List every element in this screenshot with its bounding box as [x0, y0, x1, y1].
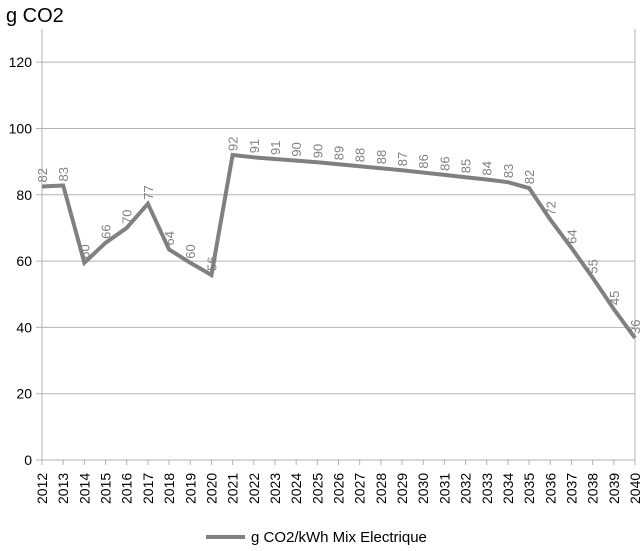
x-tick-label: 2024: [288, 473, 304, 504]
x-tick-label: 2038: [585, 473, 601, 504]
data-label: 91: [247, 139, 262, 153]
y-tick-label: 100: [9, 120, 33, 136]
x-tick-label: 2012: [34, 473, 50, 504]
y-tick-label: 40: [16, 319, 32, 335]
y-tick-label: 20: [16, 386, 32, 402]
data-label: 77: [141, 185, 156, 199]
data-label: 60: [183, 244, 198, 258]
data-label: 82: [35, 168, 50, 182]
x-tick-label: 2027: [352, 473, 368, 504]
data-label: 60: [77, 244, 92, 258]
x-tick-label: 2040: [627, 473, 643, 504]
data-label: 56: [204, 257, 219, 271]
data-labels: 82 83 60 66 70 77 64 60 56 92 91 91 90 90 89 88 88 87 86 86…: [35, 137, 643, 334]
data-label: 70: [120, 209, 135, 223]
y-tick-label: 60: [16, 253, 32, 269]
data-label: 87: [395, 152, 410, 166]
data-label: 92: [226, 137, 241, 151]
series-group: [41, 152, 637, 340]
data-label: 55: [586, 259, 601, 273]
x-tick-label: 2017: [140, 473, 156, 504]
data-label: 72: [543, 201, 558, 215]
x-tick-label: 2025: [309, 473, 325, 504]
x-tick-label: 2030: [415, 473, 431, 504]
x-tick-label: 2013: [55, 473, 71, 504]
grid-lines: [36, 61, 635, 461]
x-tick-label: 2014: [76, 473, 92, 504]
y-tick-label: 80: [16, 187, 32, 203]
x-tick-label: 2036: [542, 473, 558, 504]
data-label: 89: [332, 146, 347, 160]
y-axis-ticks: 0 20 40 60 80 100 120: [9, 54, 33, 468]
legend: g CO2/kWh Mix Electrique: [206, 529, 427, 546]
data-label: 83: [501, 164, 516, 178]
data-label: 64: [162, 231, 177, 245]
x-tick-label: 2031: [436, 473, 452, 504]
x-axis-ticks: 2012 2013 2014 2015 2016 2017 2018 2019 2020 2021…: [34, 460, 643, 504]
axes: [41, 29, 636, 460]
x-tick-label: 2015: [98, 473, 114, 504]
x-tick-label: 2022: [246, 473, 262, 504]
x-tick-label: 2026: [331, 473, 347, 504]
x-tick-label: 2037: [563, 473, 579, 504]
x-tick-label: 2034: [500, 473, 516, 504]
x-tick-label: 2032: [458, 473, 474, 504]
data-label: 83: [56, 167, 71, 181]
data-label: 85: [459, 159, 474, 173]
data-label: 90: [289, 142, 304, 156]
series-line: [41, 152, 637, 340]
legend-label: g CO2/kWh Mix Electrique: [251, 529, 427, 546]
data-label: 86: [437, 156, 452, 170]
x-tick-label: 2016: [119, 473, 135, 504]
data-label: 86: [416, 154, 431, 168]
data-label: 91: [268, 140, 283, 154]
x-tick-label: 2039: [606, 473, 622, 504]
data-label: 88: [353, 148, 368, 162]
data-label: 45: [607, 291, 622, 305]
x-tick-label: 2028: [373, 473, 389, 504]
data-label: 88: [374, 150, 389, 164]
y-tick-label: 120: [9, 54, 33, 70]
x-tick-label: 2029: [394, 473, 410, 504]
y-tick-label: 0: [24, 452, 32, 468]
x-tick-label: 2018: [161, 473, 177, 504]
data-label: 64: [564, 229, 579, 243]
data-label: 66: [99, 224, 114, 238]
x-tick-label: 2021: [225, 473, 241, 504]
data-label: 84: [480, 161, 495, 175]
data-label: 36: [628, 320, 643, 334]
x-tick-label: 2019: [182, 473, 198, 504]
data-label: 90: [310, 144, 325, 158]
data-label: 82: [522, 170, 537, 184]
x-tick-label: 2035: [521, 473, 537, 504]
x-tick-label: 2020: [203, 473, 219, 504]
x-tick-label: 2023: [267, 473, 283, 504]
chart-title: g CO2: [6, 5, 64, 27]
x-tick-label: 2033: [479, 473, 495, 504]
